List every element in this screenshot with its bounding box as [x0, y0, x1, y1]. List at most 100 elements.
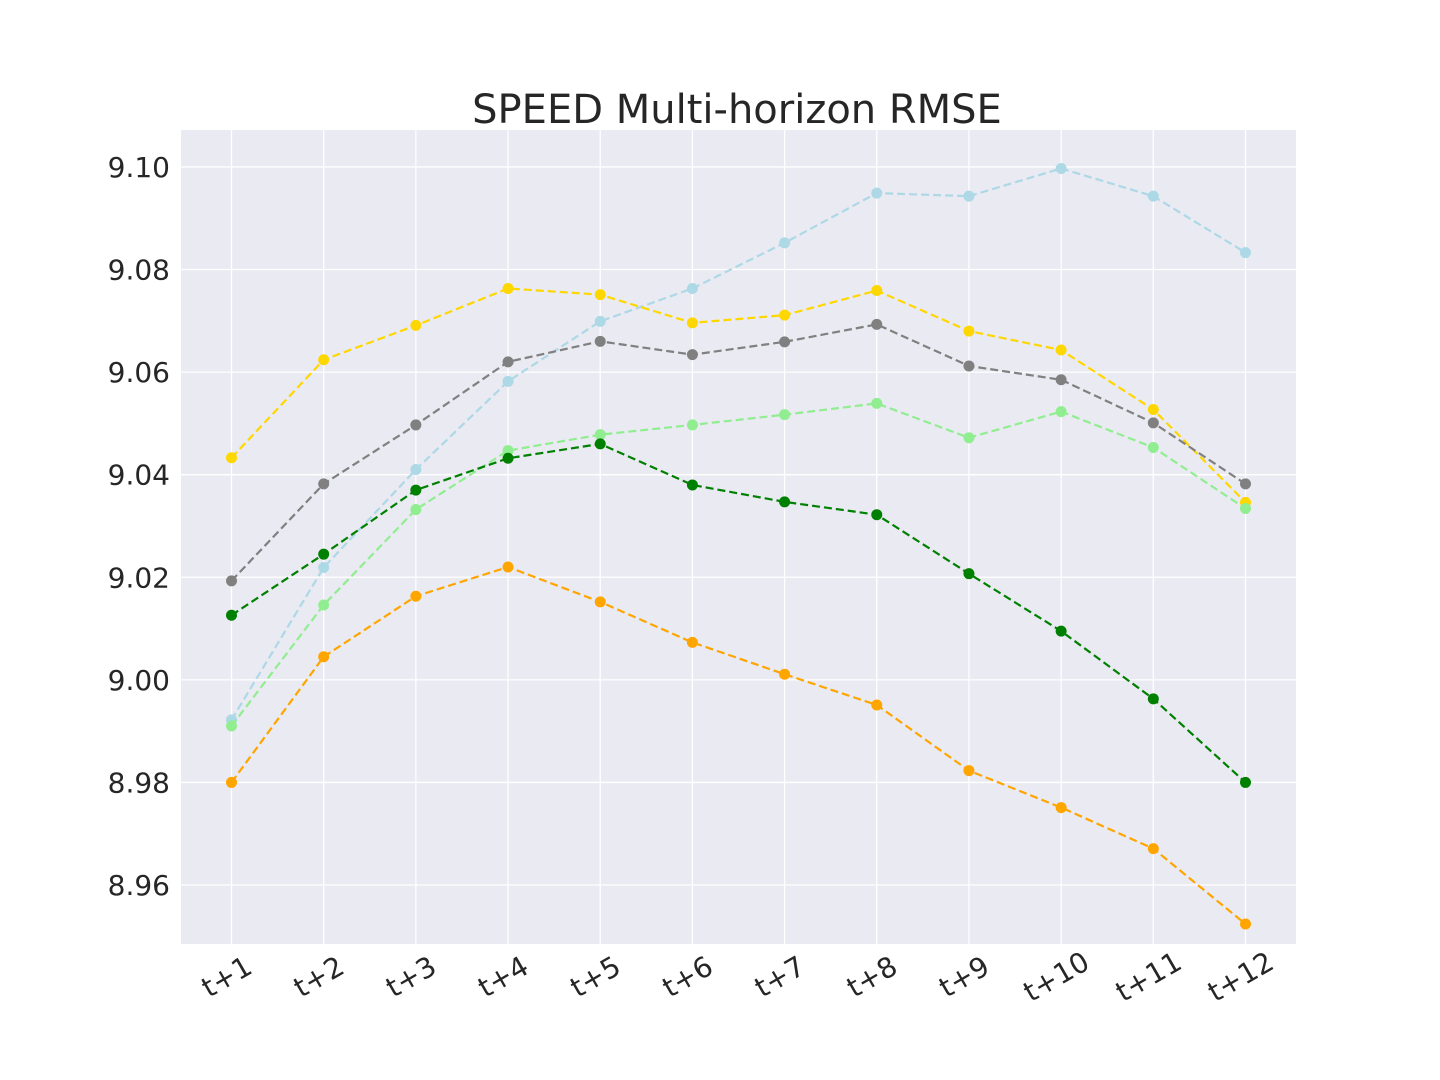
y-tick-label: 9.02 [108, 561, 170, 594]
data-point [1147, 843, 1159, 855]
data-point [502, 375, 514, 387]
data-point [410, 419, 422, 431]
series-line [230, 323, 1247, 582]
x-tick-label: t+11 [1110, 945, 1187, 1009]
series-line [230, 402, 1247, 727]
series-line [230, 287, 1247, 504]
series-3 [226, 318, 1251, 587]
data-point [1055, 802, 1067, 814]
x-tick-label: t+5 [565, 949, 627, 1004]
data-point [1147, 693, 1159, 705]
series-1 [226, 162, 1251, 726]
data-point [963, 360, 975, 372]
data-point [226, 776, 237, 788]
data-point [318, 478, 330, 490]
data-point [1240, 503, 1251, 515]
data-point [1147, 190, 1159, 202]
data-point [686, 636, 698, 648]
data-point [779, 668, 791, 680]
data-point [1147, 404, 1159, 416]
data-point [779, 496, 791, 508]
data-point [1055, 344, 1067, 356]
data-point [410, 590, 422, 602]
data-point [318, 599, 330, 611]
data-point [871, 509, 883, 521]
data-point [871, 187, 883, 199]
data-point [686, 282, 698, 294]
x-tick-label: t+7 [749, 949, 811, 1004]
y-tick-label: 9.10 [108, 151, 170, 184]
data-point [502, 561, 514, 573]
chart-title: SPEED Multi-horizon RMSE [472, 87, 1002, 133]
data-point [226, 452, 237, 464]
data-point [686, 419, 698, 431]
y-tick-label: 9.04 [108, 459, 170, 492]
data-point [1240, 247, 1251, 259]
data-point [502, 282, 514, 294]
data-point [779, 336, 791, 348]
data-point [594, 289, 606, 301]
data-point [318, 562, 330, 574]
x-tick-label: t+12 [1202, 945, 1279, 1009]
data-point [686, 349, 698, 361]
data-point [1147, 417, 1159, 429]
data-point [686, 317, 698, 329]
x-tick-label: t+4 [472, 949, 534, 1004]
data-point [1055, 406, 1067, 418]
data-point [318, 651, 330, 663]
data-point [502, 445, 514, 457]
plot-area [181, 130, 1296, 944]
data-point [871, 285, 883, 297]
data-point [410, 504, 422, 516]
series-5 [226, 438, 1251, 788]
y-tick-label: 9.00 [108, 664, 170, 697]
data-point [1147, 441, 1159, 453]
data-point [594, 596, 606, 608]
data-point [963, 190, 975, 202]
series-line [230, 565, 1247, 925]
series-line [230, 442, 1247, 784]
x-tick-label: t+9 [933, 949, 995, 1004]
series-line [230, 167, 1247, 721]
data-point [594, 438, 606, 450]
data-point [502, 356, 514, 368]
data-point [1055, 162, 1067, 174]
data-point [871, 397, 883, 409]
x-tick-label: t+6 [657, 949, 719, 1004]
data-point [1240, 776, 1251, 788]
y-tick-label: 8.98 [108, 766, 170, 799]
data-point [963, 325, 975, 337]
data-point [318, 548, 330, 560]
data-point [594, 315, 606, 327]
data-point [594, 335, 606, 347]
data-point [1055, 625, 1067, 637]
data-point [963, 432, 975, 444]
y-tick-label: 8.96 [108, 869, 170, 902]
data-point [226, 720, 237, 732]
x-tick-label: t+10 [1018, 945, 1095, 1009]
data-point [226, 575, 237, 587]
data-point [779, 237, 791, 249]
x-tick-label: t+2 [288, 949, 350, 1004]
data-point [502, 452, 514, 464]
data-point [686, 479, 698, 491]
data-point [871, 318, 883, 330]
x-tick-label: t+3 [380, 949, 442, 1004]
data-point [410, 319, 422, 331]
y-tick-label: 9.08 [108, 254, 170, 287]
data-point [1240, 918, 1251, 930]
data-point [410, 484, 422, 496]
data-point [963, 568, 975, 580]
data-point [871, 699, 883, 711]
series-4 [226, 397, 1251, 732]
data-point [226, 609, 237, 621]
x-tick-label: t+1 [196, 949, 258, 1004]
data-point [594, 429, 606, 441]
data-point [410, 464, 422, 476]
data-point [318, 354, 330, 366]
data-point [779, 309, 791, 321]
data-point [779, 409, 791, 421]
series-6 [226, 561, 1251, 930]
